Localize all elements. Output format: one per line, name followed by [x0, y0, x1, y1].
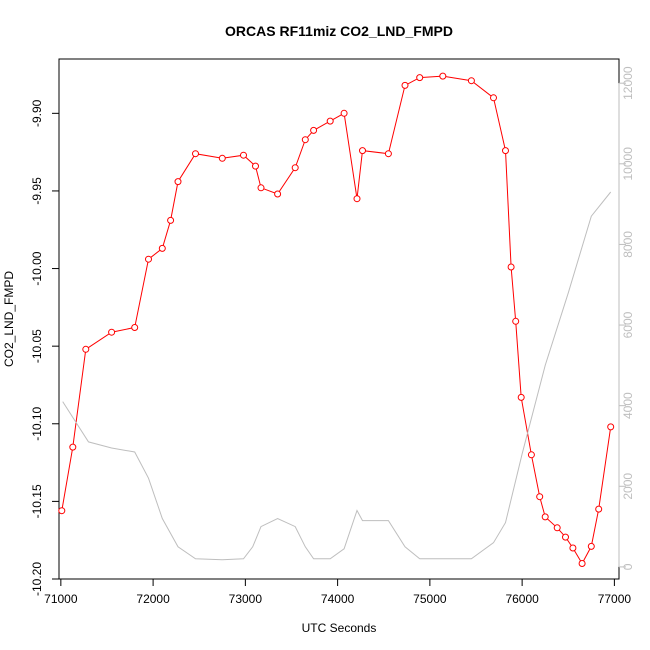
data-point	[108, 328, 116, 336]
x-tick-label: 77000	[598, 592, 632, 606]
y-tick-label: -10.10	[30, 406, 44, 440]
y2-tick-label: 10000	[621, 147, 635, 181]
data-point	[274, 190, 282, 198]
secondary-series-line	[62, 191, 612, 561]
data-point	[578, 560, 586, 567]
data-point	[240, 151, 247, 159]
data-point	[607, 423, 615, 431]
x-tick-label: 76000	[505, 592, 539, 606]
data-point	[562, 533, 569, 541]
data-point	[507, 263, 515, 271]
y2-tick-label: 12000	[621, 66, 635, 100]
data-point	[158, 244, 166, 252]
data-point	[257, 184, 265, 192]
x-tick-label: 75000	[413, 592, 447, 606]
data-point	[192, 150, 199, 158]
data-point	[301, 136, 309, 144]
data-point	[252, 162, 259, 170]
data-point	[536, 493, 544, 501]
y-tick-label: -9.95	[30, 177, 44, 205]
data-point	[82, 345, 90, 353]
data-point	[69, 443, 77, 451]
x-axis: 71000 72000 73000 74000 75000 76000 77000	[44, 578, 632, 606]
data-point	[401, 81, 409, 89]
data-point	[553, 524, 561, 532]
x-tick-label: 74000	[321, 592, 355, 606]
y-tick-label: -10.15	[30, 484, 44, 518]
data-point	[439, 72, 447, 80]
data-point	[340, 109, 348, 117]
chart-title: ORCAS RF11miz CO2_LND_FMPD	[225, 23, 453, 39]
y-tick-label: -9.90	[30, 99, 44, 127]
primary-series-line	[61, 75, 612, 565]
y-axis-left: -10.20 -10.15 -10.10 -10.05 -10.00 -9.95 -9.90	[30, 99, 60, 596]
y2-tick-label: 6000	[621, 311, 635, 338]
data-point	[167, 216, 175, 224]
x-axis-label: UTC Seconds	[302, 621, 377, 635]
y2-tick-label: 4000	[621, 392, 635, 419]
data-point	[490, 94, 497, 102]
y2-tick-label: 0	[621, 563, 635, 570]
x-tick-label: 72000	[136, 592, 170, 606]
plot-frame	[58, 58, 620, 580]
data-point	[58, 507, 66, 515]
x-tick-label: 71000	[44, 592, 78, 606]
data-point	[416, 74, 424, 82]
y-axis-label: CO2_LND_FMPD	[2, 271, 16, 367]
data-point	[131, 324, 139, 331]
data-point	[218, 154, 226, 162]
data-point	[541, 513, 549, 521]
data-point	[527, 451, 535, 459]
data-point	[512, 317, 520, 325]
y2-tick-label: 2000	[621, 473, 635, 500]
data-point	[467, 77, 475, 85]
series-layer	[58, 72, 615, 567]
data-point	[384, 150, 392, 158]
x-tick-label: 73000	[229, 592, 263, 606]
data-point	[517, 393, 525, 401]
data-point	[569, 544, 577, 552]
data-point	[326, 117, 334, 125]
data-point	[291, 164, 299, 172]
data-point	[595, 505, 603, 513]
data-point	[587, 542, 595, 550]
data-point	[145, 255, 152, 263]
data-point	[310, 126, 318, 134]
data-point	[359, 147, 366, 155]
y-tick-label: -10.20	[30, 562, 44, 596]
y-tick-label: -10.05	[30, 329, 44, 363]
data-point	[353, 195, 361, 203]
y2-tick-label: 8000	[621, 231, 635, 258]
y-tick-label: -10.00	[30, 251, 44, 285]
data-point	[502, 147, 509, 155]
y-axis-right: 0 2000 4000 6000 8000 10000 12000	[618, 66, 635, 570]
data-point	[174, 178, 182, 186]
